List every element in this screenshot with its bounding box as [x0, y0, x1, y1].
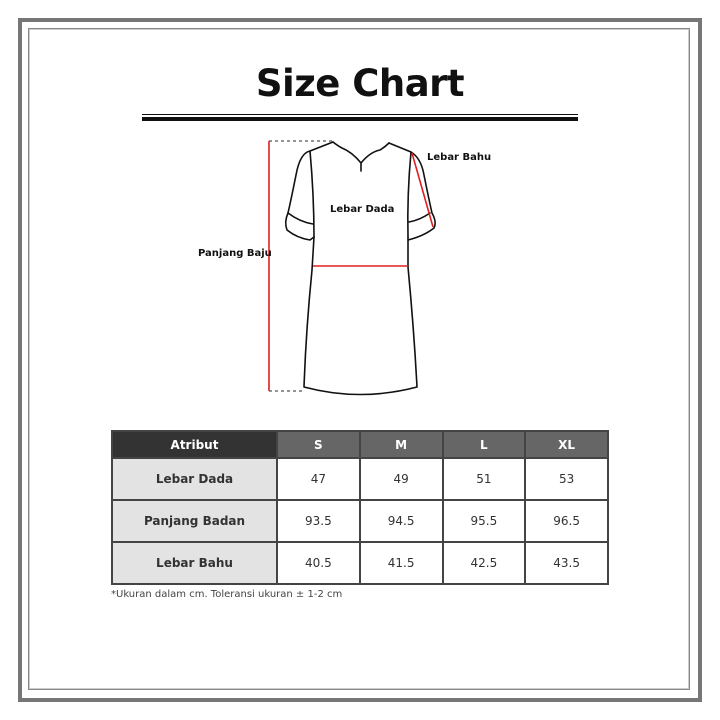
header-size-xl: XL	[524, 430, 609, 459]
dress-body	[303, 236, 418, 396]
header-size-m: M	[358, 430, 444, 459]
row-label: Panjang Badan	[111, 499, 278, 543]
header-size-s: S	[276, 430, 361, 459]
table-cell: 96.5	[524, 499, 609, 543]
table-row: Lebar Dada 47 49 51 53	[111, 457, 609, 501]
header-attribute: Atribut	[111, 430, 278, 459]
row-label: Lebar Bahu	[111, 541, 278, 585]
dress-left-cuff	[287, 212, 314, 225]
dress-right-cuff	[408, 212, 431, 223]
dress-right-sleeve	[388, 142, 436, 241]
dress-neckline	[332, 141, 390, 172]
page-title: Size Chart	[255, 62, 465, 105]
shoulder-measure-line	[411, 152, 434, 228]
title-divider-thin	[142, 114, 578, 115]
label-chest-width: Lebar Dada	[330, 204, 395, 215]
inner-frame	[28, 28, 690, 690]
table-cell: 43.5	[524, 541, 609, 585]
table-cell: 94.5	[358, 499, 444, 543]
outer-frame	[18, 18, 702, 702]
table-row: Lebar Bahu 40.5 41.5 42.5 43.5	[111, 541, 609, 585]
dress-left-armhole	[309, 150, 315, 238]
label-shoulder-width: Lebar Bahu	[427, 152, 492, 163]
label-length: Panjang Baju	[198, 248, 272, 259]
size-note: *Ukuran dalam cm. Toleransi ukuran ± 1-2…	[111, 589, 343, 600]
table-cell: 93.5	[276, 499, 361, 543]
table-cell: 51	[441, 457, 527, 501]
dress-left-sleeve	[284, 141, 334, 241]
table-cell: 49	[358, 457, 444, 501]
table-cell: 40.5	[276, 541, 361, 585]
title-divider-thick	[142, 117, 578, 121]
dress-right-armhole	[407, 151, 412, 238]
table-cell: 95.5	[441, 499, 527, 543]
header-size-l: L	[441, 430, 527, 459]
table-cell: 47	[276, 457, 361, 501]
table-cell: 42.5	[441, 541, 527, 585]
table-cell: 41.5	[358, 541, 444, 585]
table-cell: 53	[524, 457, 609, 501]
row-label: Lebar Dada	[111, 457, 278, 501]
size-table: Atribut S M L XL Lebar Dada 47 49 51 53 …	[111, 430, 609, 585]
table-header-row: Atribut S M L XL	[111, 430, 609, 459]
table-row: Panjang Badan 93.5 94.5 95.5 96.5	[111, 499, 609, 543]
